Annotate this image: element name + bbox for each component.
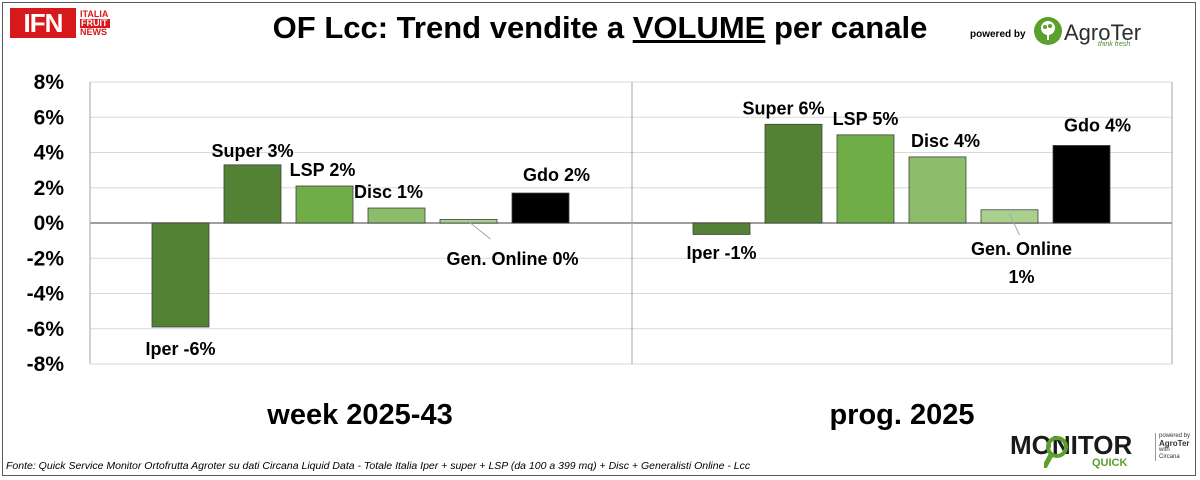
monitor-wordmark: MONITOR [1010, 430, 1133, 460]
data-label-gdo: Gdo 4% [1064, 115, 1131, 135]
bar-lsp [295, 185, 354, 224]
y-axis-tick-labels: 8% 6% 4% 2% 0% -2% -4% -6% -8% [27, 71, 65, 376]
grid-layer [89, 81, 1173, 365]
data-label-super: Super 6% [742, 98, 824, 118]
data-label-gen-online: Gen. Online [971, 239, 1072, 259]
ifn-logo: IFN ITALIA FRUIT NEWS [10, 8, 118, 42]
data-label-gen-online: 1% [1008, 267, 1034, 287]
bar-disc [367, 207, 426, 224]
y-tick-label: 0% [34, 212, 65, 235]
bars-layer [151, 123, 1111, 328]
ifn-logo-mark: IFN [10, 8, 76, 38]
monitor-quick-logo: MONITOR QUICK powered by AgroTer with Ci… [1010, 430, 1192, 472]
y-tick-label: 2% [34, 177, 65, 200]
quick-wordmark: QUICK [1092, 457, 1128, 469]
leader-line [468, 221, 491, 240]
ifn-sub-line-1: ITALIA [80, 9, 109, 19]
y-tick-label: -4% [27, 283, 65, 306]
data-label-gdo: Gdo 2% [523, 165, 590, 185]
data-label-iper: Iper -6% [145, 339, 215, 359]
leader-line [1009, 213, 1020, 236]
y-tick-label: 4% [34, 142, 65, 165]
bar-disc [908, 156, 967, 224]
panel-labels-layer: week 2025-43 prog. 2025 [266, 399, 974, 431]
ifn-sub-line-2: FRUIT [80, 19, 110, 28]
y-tick-label: -2% [27, 247, 65, 270]
panel-label: prog. 2025 [829, 399, 974, 431]
chart-title: OF Lcc: Trend vendite a VOLUME per canal… [0, 10, 1200, 46]
data-label-iper: Iper -1% [686, 243, 756, 263]
bar-super [764, 123, 823, 224]
bar-iper [692, 222, 751, 235]
data-labels-layer: Iper -6% Super 3%LSP 2%Disc 1% Gen. Online… [145, 98, 1131, 359]
magnifier-icon [1044, 436, 1068, 468]
agroter-tagline: think fresh [1098, 41, 1131, 48]
panel-label: week 2025-43 [266, 399, 452, 431]
credits-with: with [1159, 447, 1170, 453]
title-prefix: OF Lcc: Trend vendite a [272, 10, 633, 45]
y-tick-label: 6% [34, 106, 65, 129]
data-label-disc: Disc 4% [911, 131, 980, 151]
data-label-lsp: LSP 5% [833, 109, 899, 129]
y-tick-label: -8% [27, 353, 65, 376]
y-tick-label: -6% [27, 318, 65, 341]
title-suffix: per canale [765, 10, 928, 45]
bar-gen-online [439, 219, 498, 224]
data-label-super: Super 3% [211, 141, 293, 161]
credits-brand: AgroTer [1159, 439, 1190, 448]
title-underlined-word: VOLUME [632, 10, 766, 45]
powered-by-text: powered by [970, 29, 1026, 40]
source-footnote: Fonte: Quick Service Monitor Ortofrutta … [6, 460, 751, 472]
monitor-quick-credits: powered by AgroTer with Circana [1155, 433, 1190, 461]
bar-gdo [511, 192, 570, 224]
bar-gen-online [980, 209, 1039, 224]
bar-iper [151, 222, 210, 328]
data-label-disc: Disc 1% [354, 182, 423, 202]
ifn-logo-subtitle: ITALIA FRUIT NEWS [80, 10, 120, 37]
bar-lsp [836, 134, 895, 224]
ifn-sub-line-3: NEWS [80, 27, 107, 37]
agroter-brand-name: AgroTer [1064, 20, 1142, 45]
agroter-tree-icon [1034, 17, 1062, 45]
bar-gdo [1052, 145, 1111, 224]
data-label-lsp: LSP 2% [290, 160, 356, 180]
y-tick-label: 8% [34, 71, 65, 94]
bar-super [223, 164, 282, 224]
credits-powered-by: powered by [1159, 433, 1191, 439]
data-label-gen-online: Gen. Online 0% [446, 249, 578, 269]
credits-partner: Circana [1159, 454, 1180, 460]
